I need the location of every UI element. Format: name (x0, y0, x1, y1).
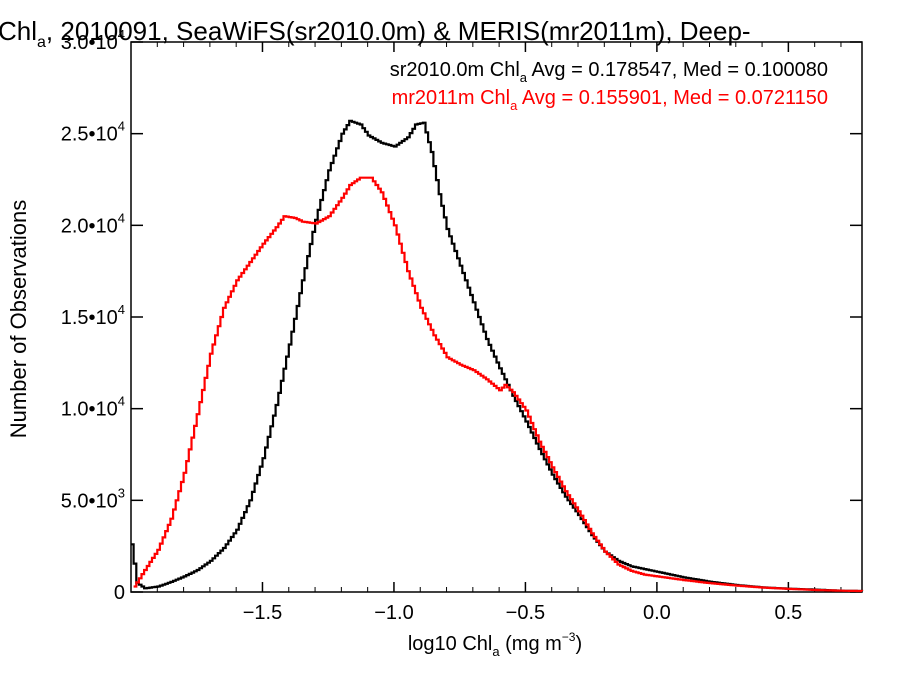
x-label-mid: (mg m (500, 633, 562, 655)
legend-label-post: Avg = 0.178547, Med = 0.100080 (527, 59, 828, 81)
y-tick-exponent: 3 (118, 485, 125, 500)
chart-title-pre: Chl (0, 16, 37, 46)
y-tick-label: 1.0•104 (61, 394, 125, 421)
y-tick-mantissa: 2.5•10 (61, 124, 118, 146)
y-tick-exponent: 4 (118, 302, 125, 317)
y-tick-exponent: 4 (118, 394, 125, 409)
chart-title-sub: a (37, 34, 46, 51)
x-tick-label: 0.0 (643, 602, 671, 624)
chart-title: Chla, 2010091, SeaWiFS(sr2010.0m) & MERI… (0, 16, 751, 51)
y-tick-mantissa: 0 (114, 582, 125, 604)
legend-label-post: Avg = 0.155901, Med = 0.0721150 (517, 87, 828, 109)
y-tick-label: 2.0•104 (61, 210, 125, 237)
y-tick-exponent: 4 (118, 119, 125, 134)
x-axis: −1.5 −1.0 −0.5 0.0 0.5 (156, 42, 842, 624)
series-line-2 (133, 176, 864, 593)
y-tick-mantissa: 2.0•10 (61, 215, 118, 237)
y-tick-label: 0 (114, 582, 125, 604)
x-tick-label: −1.5 (243, 602, 282, 624)
y-tick-mantissa: 3.0•10 (61, 32, 118, 54)
chart-title-post: , 2010091, SeaWiFS(sr2010.0m) & MERIS(mr… (46, 16, 751, 46)
x-tick-label: −0.5 (506, 602, 545, 624)
y-tick-exponent: 4 (118, 27, 125, 42)
y-tick-label: 3.0•104 (61, 27, 125, 54)
x-label-sup: −3 (562, 630, 576, 644)
x-tick-label: 0.5 (774, 602, 802, 624)
x-label-sub: a (492, 644, 500, 659)
legend: sr2010.0m Chla Avg = 0.178547, Med = 0.1… (390, 59, 828, 113)
series-line-1 (131, 119, 864, 593)
y-tick-label: 5.0•103 (61, 485, 125, 512)
legend-label-sub: a (520, 70, 528, 85)
y-tick-exponent: 4 (118, 210, 125, 225)
legend-entry: mr2011m Chla Avg = 0.155901, Med = 0.072… (392, 87, 828, 113)
y-tick-mantissa: 1.0•10 (61, 399, 118, 421)
y-tick-label: 2.5•104 (61, 119, 125, 146)
y-tick-mantissa: 5.0•10 (61, 490, 118, 512)
legend-label-pre: mr2011m Chl (392, 87, 511, 109)
y-tick-mantissa: 1.5•10 (61, 307, 118, 329)
plot-frame (130, 41, 863, 593)
y-axis-label: Number of Observations (6, 200, 31, 438)
legend-label-sub: a (510, 98, 518, 113)
series-layer (131, 119, 864, 593)
y-tick-label: 1.5•104 (61, 302, 125, 329)
x-tick-label: −1.0 (374, 602, 413, 624)
x-label-post: ) (575, 633, 582, 655)
legend-entry: sr2010.0m Chla Avg = 0.178547, Med = 0.1… (390, 59, 828, 85)
legend-label-pre: sr2010.0m Chl (390, 59, 520, 81)
y-axis: 05.0•1031.0•1041.5•1042.0•1042.5•1043.0•… (61, 27, 862, 604)
x-axis-label: log10 Chla (mg m−3) (408, 630, 582, 659)
plot-area: −1.5 −1.0 −0.5 0.0 0.5 05.0•1031.0•1041.5•10… (61, 27, 864, 624)
x-label-pre: log10 Chl (408, 633, 493, 655)
